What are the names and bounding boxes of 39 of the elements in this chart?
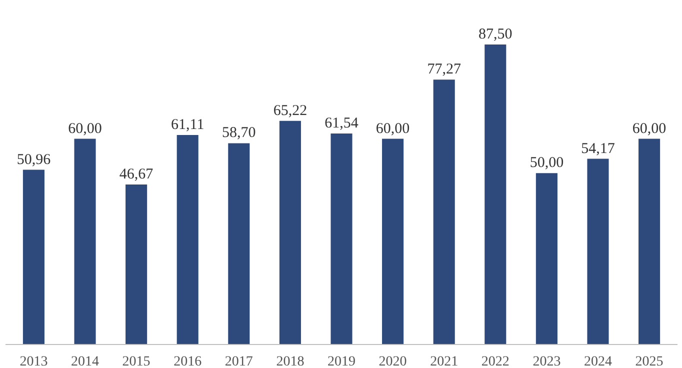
data-label: 60,00: [68, 120, 102, 137]
bar: [279, 120, 301, 344]
x-tick-label: 2017: [224, 354, 253, 368]
data-label: 60,00: [376, 120, 410, 137]
bar: [638, 138, 660, 344]
bar: [587, 158, 609, 344]
bar: [433, 80, 455, 344]
bar: [22, 170, 44, 344]
bar: [536, 173, 558, 344]
bar: [126, 184, 148, 344]
x-tick-label: 2019: [328, 354, 356, 368]
x-tick-label: 2014: [71, 354, 100, 368]
bar: [484, 44, 506, 344]
x-tick-label: 2021: [430, 354, 458, 368]
bar: [382, 138, 404, 344]
data-label: 87,50: [478, 26, 512, 42]
data-label: 61,11: [171, 116, 204, 133]
data-label: 58,70: [222, 125, 256, 142]
data-label: 65,22: [273, 102, 308, 119]
bar: [176, 134, 198, 344]
data-label: 61,54: [324, 116, 359, 132]
bar: [228, 143, 250, 344]
data-label: 46,67: [119, 166, 154, 182]
data-label: 60,00: [632, 120, 666, 137]
x-tick-label: 2016: [174, 354, 202, 368]
x-tick-label: 2023: [532, 354, 561, 368]
x-tick-label: 2024: [584, 354, 612, 368]
x-tick-label: 2022: [481, 354, 510, 368]
data-label: 50,96: [16, 152, 52, 168]
x-tick-label: 2020: [378, 354, 407, 368]
bar: [74, 138, 96, 344]
x-tick-label: 2018: [276, 354, 304, 368]
x-tick-label: 2025: [635, 354, 664, 368]
data-label: 50,00: [530, 155, 564, 172]
data-label: 54,17: [581, 140, 616, 157]
bar: [330, 134, 352, 344]
data-label: 77,27: [427, 62, 462, 78]
x-tick-label: 2013: [20, 354, 48, 368]
x-tick-label: 2015: [122, 354, 150, 368]
